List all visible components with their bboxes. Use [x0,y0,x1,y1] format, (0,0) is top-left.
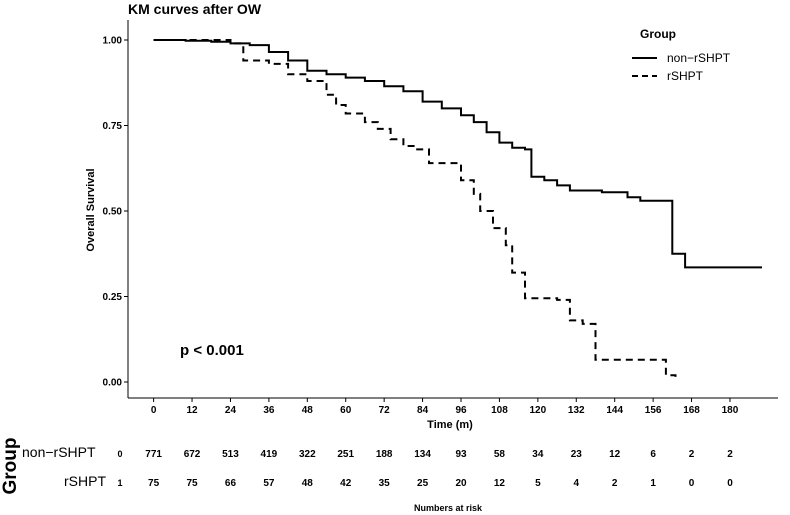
x-tick-label: 12 [186,405,198,416]
x-tick-label: 0 [151,405,157,416]
risk-cell: 35 [379,478,391,489]
legend-title: Group [640,27,676,41]
risk-row-code-non-rshpt: 0 [117,449,122,459]
x-tick-label: 168 [683,405,700,416]
risk-cell: 513 [222,449,239,460]
legend-label-rshpt: rSHPT [667,69,704,83]
survival-curves [153,39,762,377]
risk-cell: 1 [650,478,656,489]
risk-cell: 6 [650,449,656,460]
risk-cell: 5 [535,478,541,489]
legend-label-non-rshpt: non−rSHPT [667,51,731,65]
x-axis-label: Time (m) [427,419,473,431]
risk-cell: 25 [417,478,429,489]
risk-cell: 12 [494,478,506,489]
legend: Group non−rSHPT rSHPT [632,27,731,83]
x-tick-label: 72 [379,405,391,416]
risk-cell: 12 [609,449,621,460]
risk-cell: 672 [184,449,201,460]
risk-cell: 75 [148,478,160,489]
risk-cell: 188 [376,449,393,460]
x-tick-label: 156 [645,405,662,416]
risk-cell: 0 [689,478,695,489]
risk-table-group-label: Group [0,438,21,495]
risk-cell: 75 [186,478,198,489]
x-tick-label: 84 [417,405,429,416]
y-tick-label: 0.00 [103,378,123,389]
x-tick-label: 132 [568,405,585,416]
survival-curve-rshpt [153,39,677,377]
x-tick-label: 108 [491,405,508,416]
risk-cell: 58 [494,449,506,460]
risk-table-cells: 771 672 513 419 322 251 188 134 93 58 34 23 12 6 2 275 7… [145,449,733,489]
p-value-annotation: p < 0.001 [180,342,244,359]
risk-cell: 2 [612,478,618,489]
risk-cell: 2 [727,449,733,460]
x-tick-label: 60 [340,405,352,416]
survival-curve-non-rshpt [153,39,762,269]
x-tick-label: 96 [455,405,467,416]
y-tick-label: 0.25 [103,292,123,303]
y-tick-label: 0.75 [103,121,123,132]
y-axis-label: Overall Survival [85,168,97,251]
risk-cell: 771 [145,449,162,460]
risk-cell: 48 [302,478,314,489]
x-tick-label: 180 [722,405,739,416]
risk-cell: 42 [340,478,352,489]
x-tick-label: 48 [302,405,314,416]
risk-row-code-rshpt: 1 [117,478,122,488]
x-tick-label: 24 [225,405,237,416]
risk-cell: 0 [727,478,733,489]
y-tick-label: 1.00 [103,36,123,47]
risk-row-label-rshpt: rSHPT [64,473,106,489]
risk-cell: 93 [455,449,467,460]
risk-cell: 251 [337,449,354,460]
chart-title: KM curves after OW [128,1,262,17]
y-tick-label: 0.50 [103,207,123,218]
risk-cell: 20 [455,478,467,489]
x-tick-label: 144 [606,405,623,416]
risk-table: Group non−rSHPT 0 rSHPT 1 771 672 513 419 32… [0,438,733,514]
risk-cell: 134 [414,449,431,460]
x-tick-label: 36 [263,405,275,416]
risk-table-title: Numbers at risk [414,503,483,513]
risk-cell: 34 [532,449,544,460]
risk-cell: 4 [573,478,579,489]
risk-row-label-non-rshpt: non−rSHPT [22,444,96,460]
y-axis-ticks: 0.00 0.25 0.50 0.75 1.00 [103,36,128,389]
risk-cell: 419 [261,449,278,460]
x-tick-label: 120 [530,405,547,416]
x-axis-ticks: 0 12 24 36 48 60 72 84 96 108 120 132 144 156 168 180 [151,398,739,416]
risk-cell: 2 [689,449,695,460]
risk-cell: 23 [571,449,583,460]
risk-cell: 57 [263,478,275,489]
risk-cell: 66 [225,478,237,489]
risk-cell: 322 [299,449,316,460]
